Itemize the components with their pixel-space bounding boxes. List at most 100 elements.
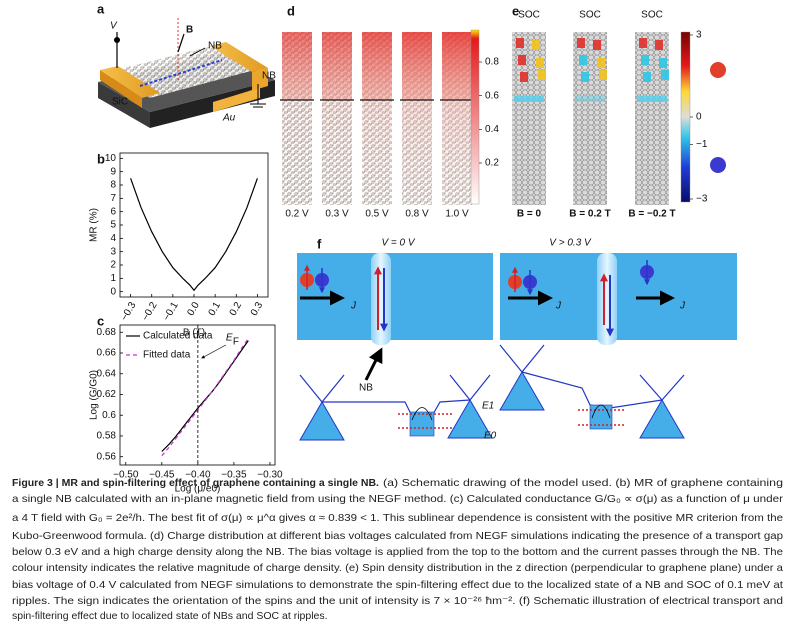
panel-letter: d: [287, 3, 295, 18]
spin-density: [577, 38, 585, 48]
colorbar-tick-label: −3: [696, 194, 708, 205]
schematic-label: SiC: [112, 97, 128, 108]
spin-density: [579, 55, 587, 65]
spin-up-icon: [710, 62, 726, 78]
y-tick-label: 6: [110, 206, 116, 217]
spin-density: [597, 58, 605, 68]
panel-letter: a: [97, 1, 105, 16]
nb-label: NB: [359, 383, 373, 394]
x-tick-label: −0.30: [257, 470, 283, 481]
spin-density: [575, 96, 605, 102]
panel-letter: e: [512, 3, 519, 18]
x-tick-label: −0.1: [161, 300, 181, 323]
spin-density: [536, 58, 544, 68]
spin-density: [643, 72, 651, 82]
fermi-label-sub: F: [233, 337, 239, 348]
charge-high: [402, 32, 432, 100]
voltage-label: 0.3 V: [325, 209, 349, 220]
colorbar-tick-label: −1: [696, 139, 708, 150]
charge-low: [362, 100, 392, 205]
graphene-strip: [635, 32, 669, 205]
y-tick-label: 0.62: [97, 389, 117, 400]
current-label: J: [350, 301, 357, 312]
y-axis-label: MR (%): [89, 208, 100, 242]
caption-line: bias voltage of 0.4 V calculated from NE…: [12, 579, 783, 591]
data-line: [161, 340, 249, 452]
y-tick-label: 0.66: [97, 348, 117, 359]
field-label: B = 0: [517, 209, 542, 220]
spin-density: [581, 72, 589, 82]
caption-line: a single NB calculated with an in-plane …: [12, 493, 784, 505]
colorbar-tick-label: 0.8: [485, 57, 499, 68]
caption-title: Figure 3 | MR and spin-filtering effect …: [12, 477, 379, 489]
colorbar: [680, 31, 691, 203]
x-tick-label: 0.2: [228, 300, 245, 318]
y-tick-label: 0.64: [97, 368, 117, 379]
spin-density: [599, 70, 607, 80]
level-label: E0: [484, 431, 497, 442]
fermi-pointer: [201, 344, 227, 359]
plot-frame: [119, 152, 269, 298]
charge-high: [322, 32, 352, 100]
y-tick-label: 1: [110, 273, 116, 284]
y-tick-label: 0.58: [97, 431, 117, 442]
spin-density: [641, 55, 649, 65]
x-tick-label: −0.35: [221, 470, 247, 481]
current-label: J: [555, 301, 562, 312]
charge-low: [442, 100, 472, 205]
graphene-strip: [573, 32, 607, 205]
y-tick-label: 3: [110, 246, 116, 257]
y-tick-label: 2: [110, 260, 116, 271]
soc-header: SOC: [641, 10, 663, 21]
x-tick-label: −0.50: [113, 470, 139, 481]
caption-line: spin-filtering effect due to localized s…: [12, 610, 328, 622]
charge-high: [362, 32, 392, 100]
y-tick-label: 8: [110, 180, 116, 191]
spin-density: [637, 96, 667, 102]
x-tick-label: −0.45: [149, 470, 175, 481]
spin-density: [655, 40, 663, 50]
x-tick-label: 0.0: [185, 300, 202, 318]
schematic-label: V: [110, 21, 118, 32]
spin-density: [518, 55, 526, 65]
y-axis-label: Log (G/G0): [89, 370, 100, 420]
voltage-label: 0.5 V: [365, 209, 389, 220]
caption-line: colour intensity indicates the relative …: [12, 562, 783, 574]
spin-down-icon: [710, 157, 726, 173]
caption-line: below 0.3 eV and a high charge density a…: [12, 546, 783, 558]
y-tick-label: 5: [110, 220, 116, 231]
x-tick-label: −0.3: [119, 300, 139, 323]
x-tick-label: 0.1: [207, 300, 224, 318]
y-tick-label: 4: [110, 233, 116, 244]
y-tick-label: 10: [105, 153, 117, 164]
schematic-label: NB: [208, 41, 222, 52]
caption-line: (a) Schematic drawing of the model used.…: [383, 477, 783, 489]
field-label: B = −0.2 T: [628, 209, 675, 220]
fermi-label: E: [226, 333, 233, 344]
legend-label: Fitted data: [143, 350, 191, 361]
y-tick-label: 0.68: [97, 327, 117, 338]
soc-header: SOC: [518, 10, 540, 21]
colorbar-tick-label: 0.2: [485, 158, 499, 169]
legend-label: Calculated data: [143, 331, 213, 342]
panel-letter: c: [97, 313, 104, 328]
transport-schematic: [297, 253, 737, 441]
colorbar: [470, 29, 480, 205]
spin-density: [538, 70, 546, 80]
panel-letter: b: [97, 151, 105, 166]
graphene-strip: [512, 32, 546, 205]
y-tick-label: 7: [110, 193, 116, 204]
charge-low: [322, 100, 352, 205]
colorbar-tick-label: 0: [696, 112, 702, 123]
caption-line: a 4 T field with G₀ = 2e²/h. The best fi…: [12, 512, 783, 524]
current-label: J: [679, 301, 686, 312]
x-axis-label: B (T): [183, 328, 205, 339]
y-tick-label: 9: [110, 166, 116, 177]
voltage-label: 0.8 V: [405, 209, 429, 220]
x-tick-label: 0.3: [249, 300, 266, 318]
x-axis-label: Log (μ/e0): [175, 484, 221, 495]
colorbar-tick-label: 0.4: [485, 124, 499, 135]
data-line: [161, 338, 249, 457]
condition-label: V > 0.3 V: [549, 238, 592, 249]
